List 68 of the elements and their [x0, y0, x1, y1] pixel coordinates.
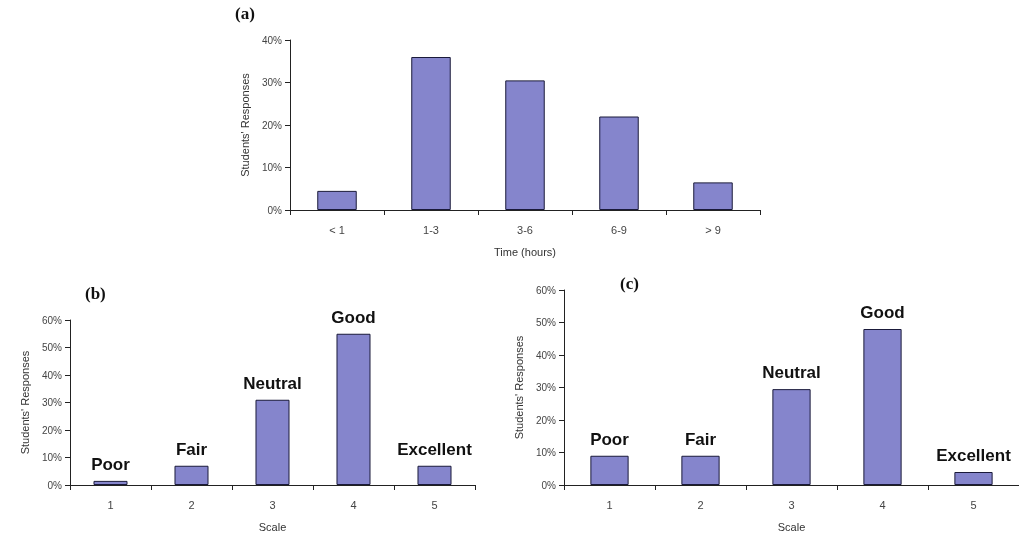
x-axis-title: Time (hours) [494, 245, 556, 258]
bar [590, 455, 629, 485]
x-tick-label: 1 [606, 498, 613, 511]
x-tick-label: > 9 [705, 223, 721, 236]
y-tick-label: 30% [535, 382, 557, 393]
y-tick-label: 40% [261, 34, 283, 46]
x-tick-label: 3-6 [517, 223, 533, 236]
bar [411, 57, 451, 210]
annotation: Good [860, 303, 905, 322]
y-tick-label: 50% [41, 342, 63, 353]
x-tick-label: 5 [431, 498, 438, 511]
bar [336, 333, 371, 485]
bar [681, 455, 720, 485]
y-tick-label: 0% [541, 479, 557, 491]
y-tick-label: 30% [261, 77, 283, 88]
y-tick-label: 0% [267, 204, 283, 216]
chart-title: (c) [620, 274, 639, 293]
bar [174, 465, 209, 485]
annotation: Neutral [762, 363, 821, 383]
y-tick-label: 60% [41, 314, 63, 326]
bar [317, 190, 357, 210]
x-tick-label: 1-3 [423, 223, 439, 236]
bar [599, 116, 639, 210]
y-axis-title: Students' Responses [18, 350, 31, 455]
bar [505, 80, 545, 210]
x-tick-label: 4 [879, 498, 886, 511]
chart-title: (b) [85, 284, 106, 303]
x-tick-label: 4 [350, 498, 357, 511]
y-tick-label: 50% [535, 317, 557, 328]
x-axis-title: Scale [258, 520, 287, 533]
x-tick-label: 2 [188, 498, 195, 511]
y-tick-label: 20% [535, 414, 557, 426]
bar [693, 182, 733, 210]
bar [954, 472, 993, 485]
y-axis-title: Students' Responses [238, 72, 251, 177]
y-tick-label: 10% [261, 162, 283, 173]
annotation: Good [331, 307, 376, 327]
annotation: Fair [684, 429, 717, 449]
bar [772, 389, 811, 485]
x-tick-label: 6-9 [611, 223, 627, 236]
annotation: Poor [590, 429, 630, 449]
annotation: Excellent [397, 439, 473, 459]
bar [417, 465, 452, 485]
x-axis-title: Scale [777, 520, 806, 533]
annotation: Poor [91, 454, 131, 474]
y-tick-label: 10% [535, 447, 557, 458]
y-tick-label: 30% [41, 397, 63, 408]
y-tick-label: 40% [41, 369, 63, 381]
y-tick-label: 40% [535, 349, 557, 361]
chart-title: (a) [235, 4, 255, 23]
y-tick-label: 10% [41, 452, 63, 463]
x-tick-label: 1 [107, 498, 114, 511]
annotation: Fair [175, 439, 208, 459]
x-tick-label: 3 [788, 498, 795, 511]
bar [93, 480, 128, 485]
y-tick-label: 60% [535, 284, 557, 296]
x-tick-label: 2 [697, 498, 704, 511]
y-tick-label: 20% [261, 119, 283, 131]
y-axis-title: Students' Responses [512, 335, 525, 440]
bar [255, 399, 290, 485]
y-tick-label: 0% [47, 479, 63, 491]
x-tick-label: 5 [970, 498, 977, 511]
x-tick-label: 3 [269, 498, 276, 511]
annotation: Neutral [243, 373, 302, 393]
y-tick-label: 20% [41, 424, 63, 436]
x-tick-label: < 1 [329, 223, 345, 236]
annotation: Excellent [936, 446, 1012, 465]
bar [863, 329, 902, 485]
